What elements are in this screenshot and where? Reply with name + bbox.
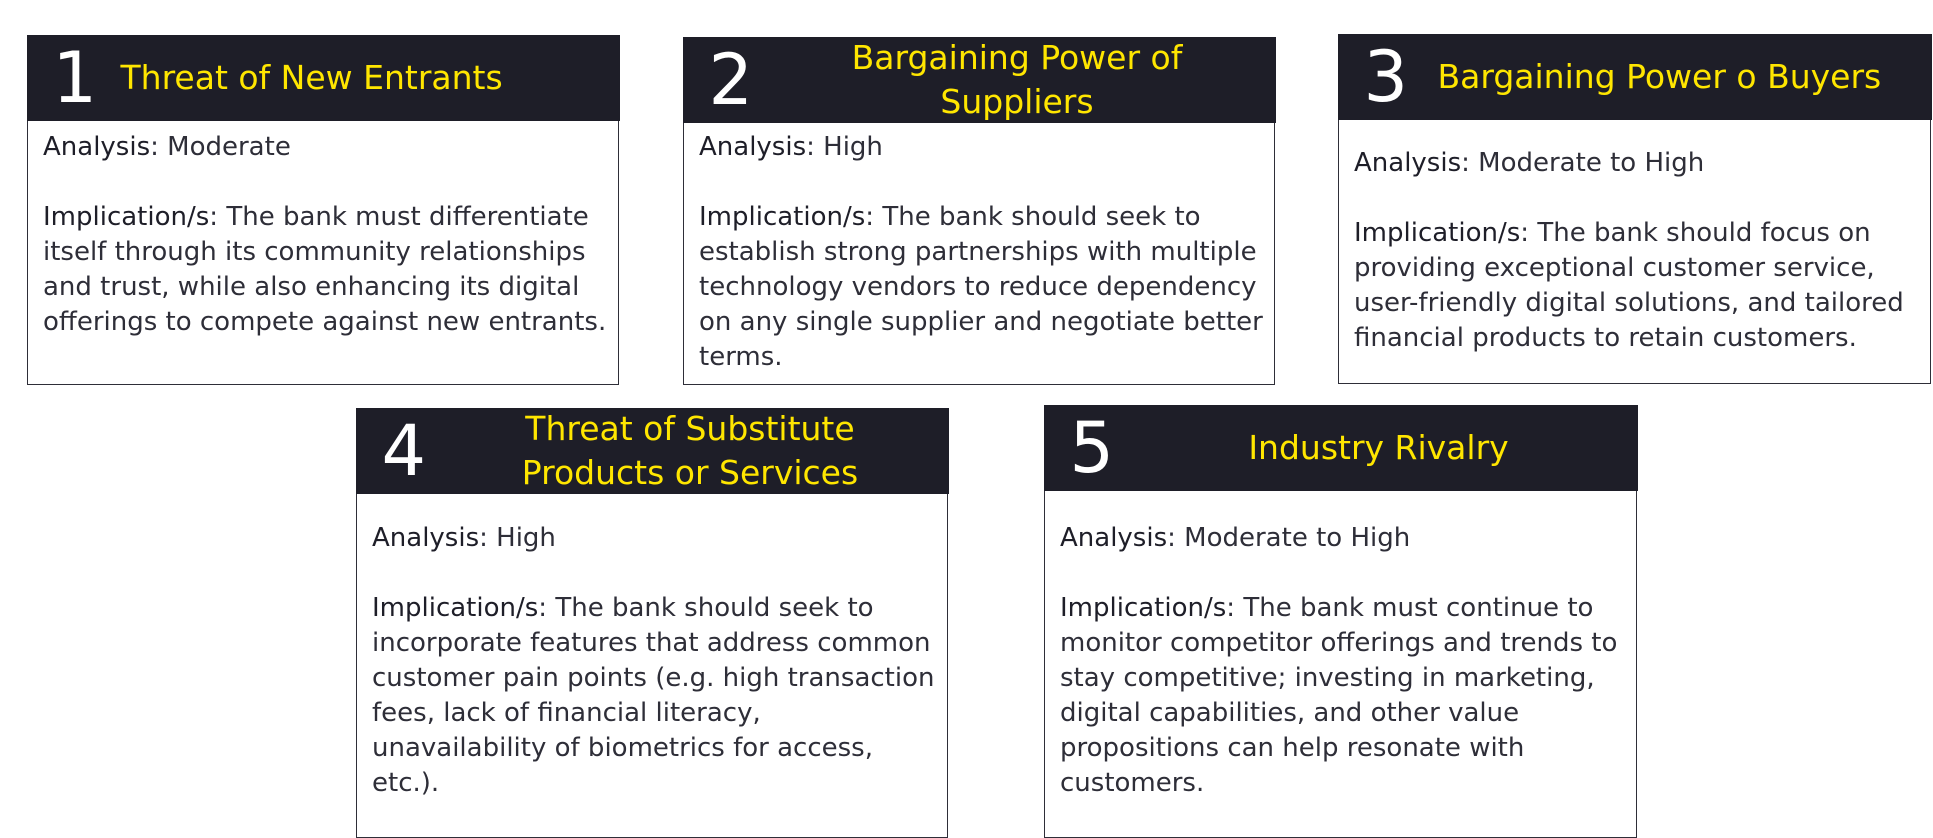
implication-line: Implication/s: The bank must differentia… [43,202,607,337]
implication-line: Implication/s: The bank must continue to… [1060,593,1618,798]
analysis-value: Moderate to High [1478,148,1705,178]
card-title: Threat of Substitute Products or Service… [521,408,859,492]
card-header: 3 Bargaining Power o Buyers [1337,33,1932,120]
analysis-line: Analysis: High [372,523,556,553]
analysis-label: Analysis [1060,523,1168,553]
analysis-line: Analysis: Moderate to High [1060,523,1411,553]
implication-label: Implication/s [1060,593,1227,623]
analysis-label: Analysis [372,523,480,553]
analysis-label: Analysis [43,132,151,162]
implication-line: Implication/s: The bank should focus on … [1354,218,1904,353]
card-body: Analysis: High Implication/s: The bank s… [372,521,937,801]
analysis-value: Moderate to High [1184,523,1411,553]
implication-text: The bank must continue to monitor compet… [1060,593,1618,798]
implication-text: The bank should seek to incorporate feat… [372,593,935,798]
implication-label: Implication/s [1354,218,1521,248]
force-card-industry-rivalry: 5 Industry Rivalry Analysis: Moderate to… [1043,404,1638,838]
card-header: 4 Threat of Substitute Products or Servi… [355,407,949,494]
implication-text: The bank should focus on providing excep… [1354,218,1904,353]
analysis-value: Moderate [167,132,291,162]
card-body: Analysis: High Implication/s: The bank s… [699,130,1264,375]
implication-text: The bank must differentiate itself throu… [43,202,607,337]
card-number: 2 [708,38,754,121]
card-title: Bargaining Power of Suppliers [851,37,1183,121]
analysis-value: High [496,523,556,553]
analysis-label: Analysis [699,132,807,162]
analysis-value: High [823,132,883,162]
force-card-threat-of-substitutes: 4 Threat of Substitute Products or Servi… [355,407,949,838]
card-body: Analysis: Moderate to High Implication/s… [1060,521,1626,801]
card-number: 1 [52,36,98,119]
analysis-line: Analysis: Moderate to High [1354,148,1705,178]
card-number: 4 [381,409,427,492]
force-card-bargaining-power-of-buyers: 3 Bargaining Power o Buyers Analysis: Mo… [1337,33,1932,384]
implication-line: Implication/s: The bank should seek to i… [372,593,935,798]
analysis-line: Analysis: High [699,132,883,162]
implication-text: The bank should seek to establish strong… [699,202,1263,372]
card-number: 3 [1363,35,1409,118]
card-title: Threat of New Entrants [120,57,503,97]
card-header: 2 Bargaining Power of Suppliers [682,36,1276,123]
implication-line: Implication/s: The bank should seek to e… [699,202,1263,372]
implication-label: Implication/s [699,202,866,232]
card-number: 5 [1069,406,1115,489]
force-card-bargaining-power-of-suppliers: 2 Bargaining Power of Suppliers Analysis… [682,36,1276,385]
analysis-label: Analysis [1354,148,1462,178]
implication-label: Implication/s [43,202,210,232]
card-title: Industry Rivalry [1248,427,1509,467]
card-title: Bargaining Power o Buyers [1437,56,1882,96]
card-header: 5 Industry Rivalry [1043,404,1638,491]
analysis-line: Analysis: Moderate [43,132,291,162]
implication-label: Implication/s [372,593,539,623]
card-body: Analysis: Moderate Implication/s: The ba… [43,130,608,340]
card-header: 1 Threat of New Entrants [26,34,620,121]
card-body: Analysis: Moderate to High Implication/s… [1354,146,1920,356]
force-card-threat-of-new-entrants: 1 Threat of New Entrants Analysis: Moder… [26,34,620,385]
